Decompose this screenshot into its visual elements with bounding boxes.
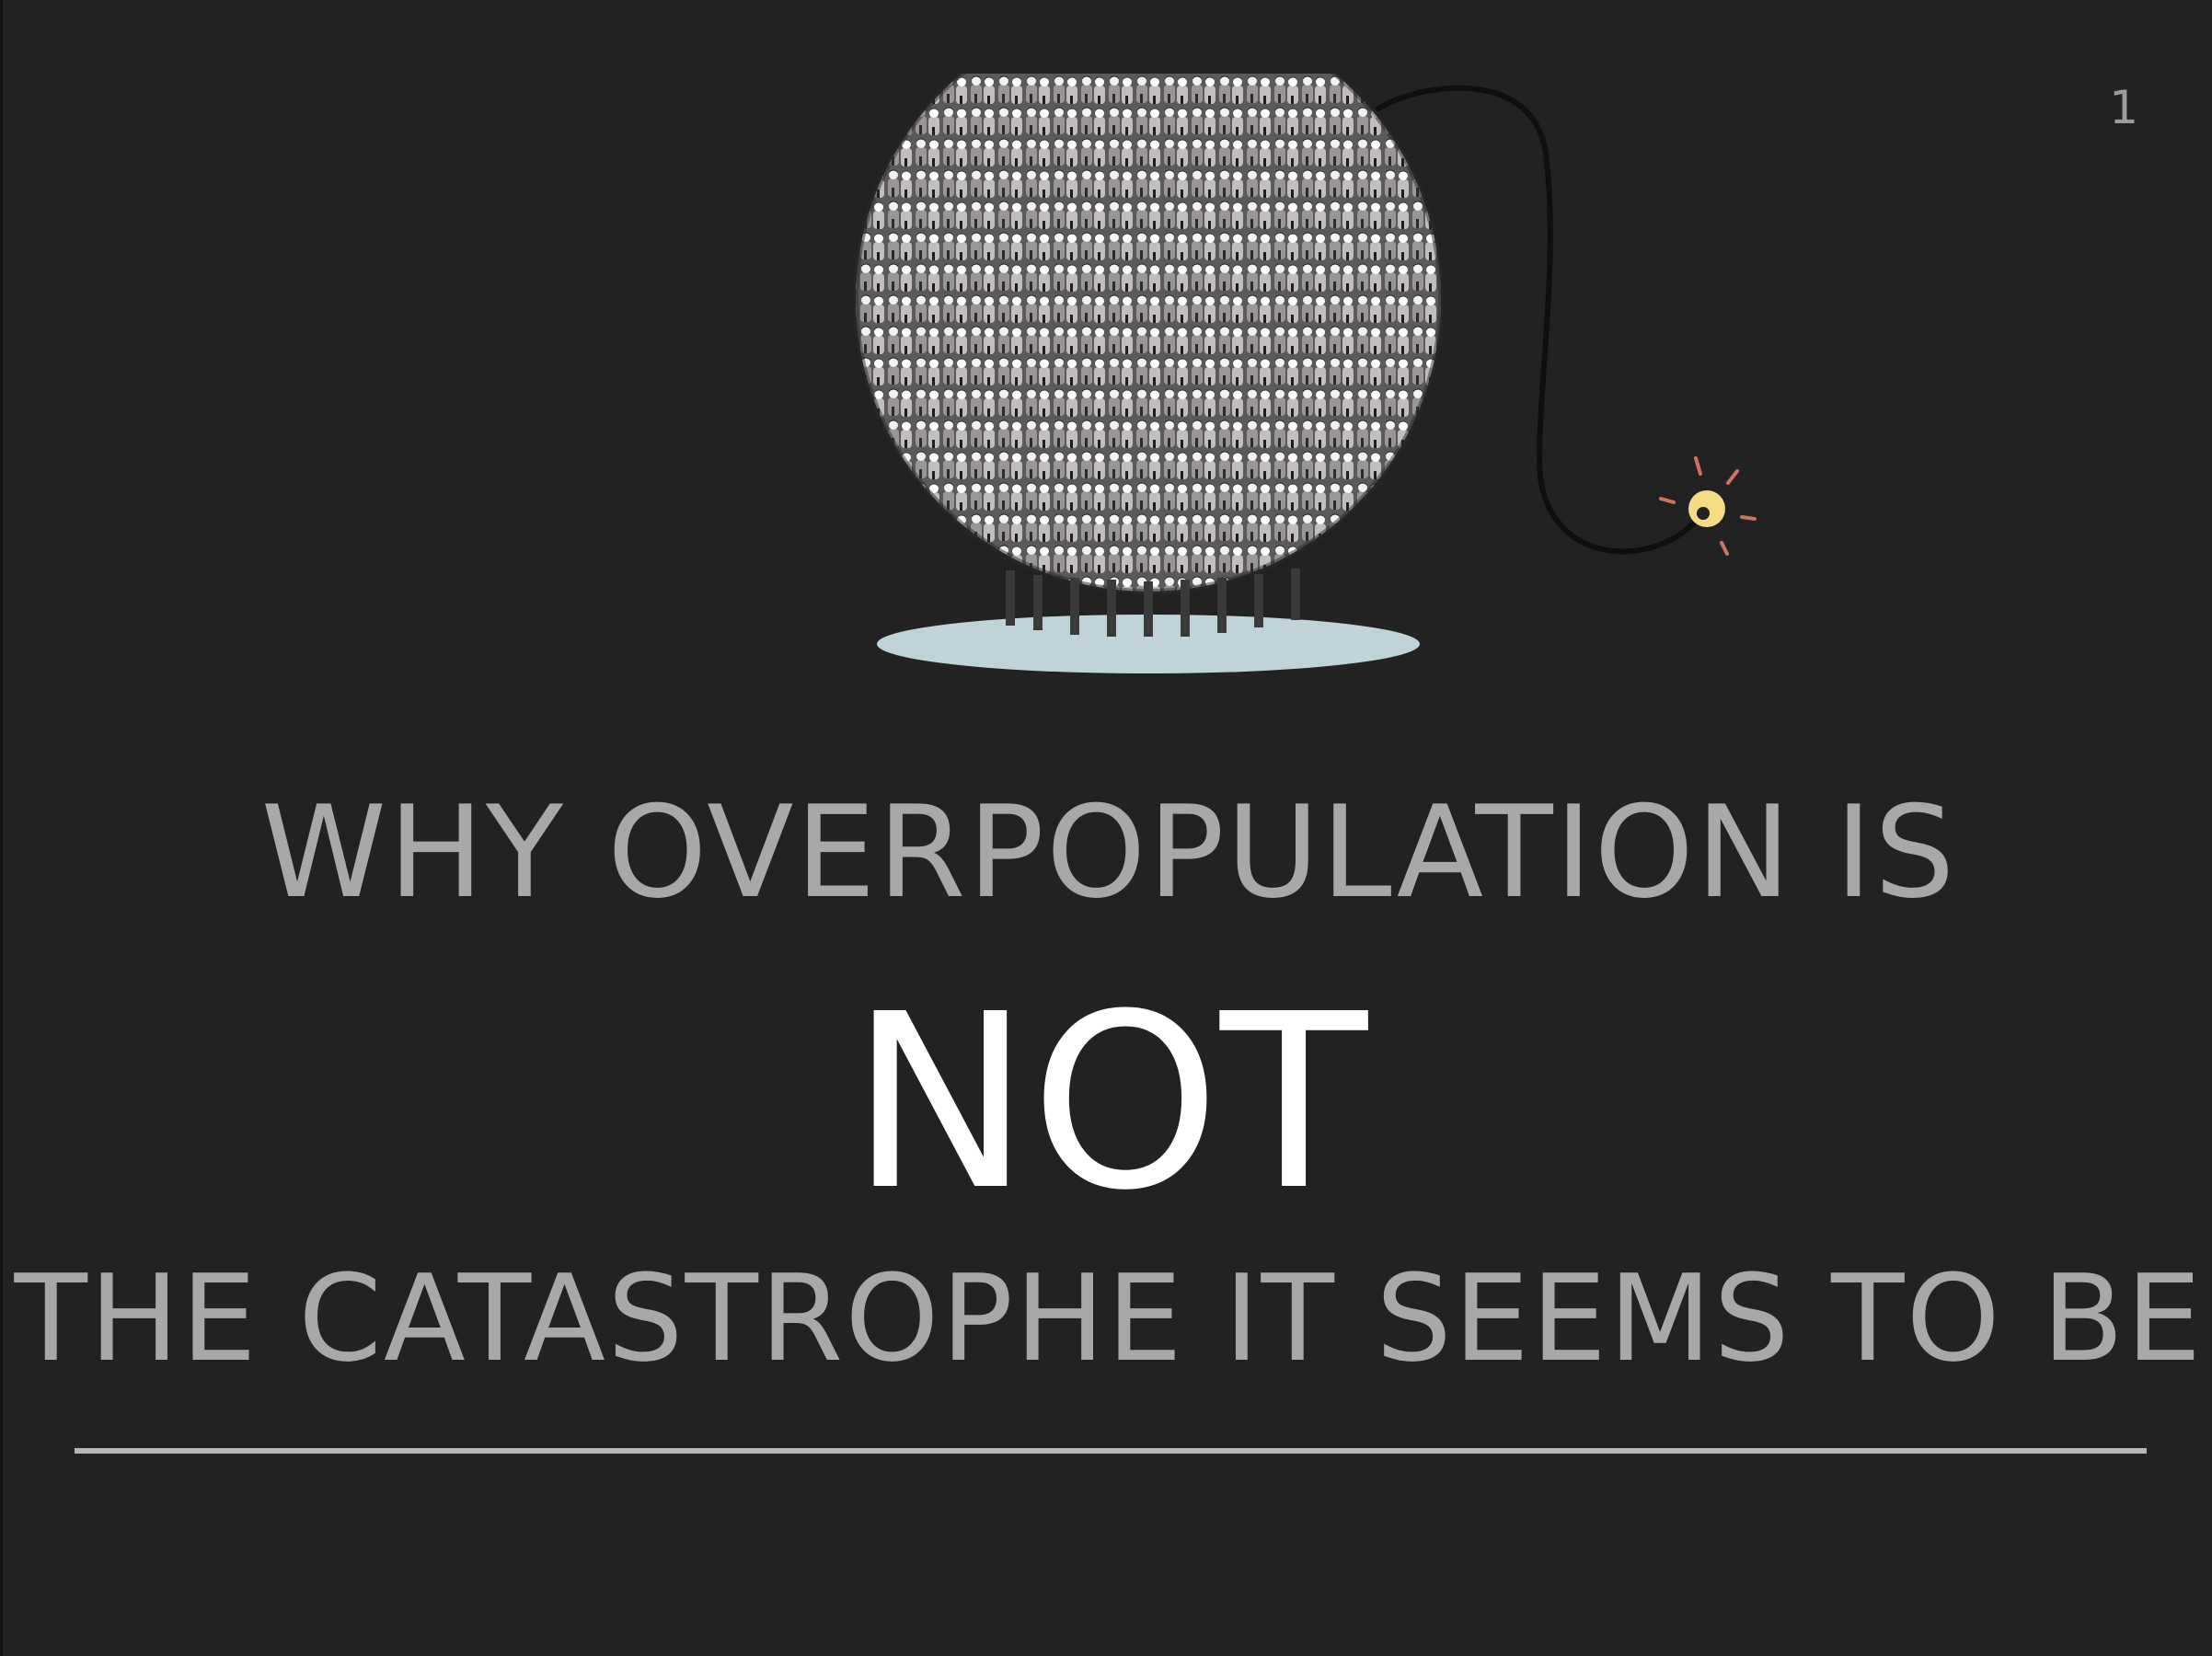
slide-number: 1 xyxy=(2109,81,2138,134)
title-emphasis: NOT xyxy=(849,962,1368,1243)
title-line-1: WHY OVERPOPULATION IS xyxy=(260,778,1957,926)
ground-shadow xyxy=(877,615,1420,673)
spark xyxy=(1659,456,1757,556)
crowd-bomb-illustration xyxy=(853,74,1757,673)
title-line-3: THE CATASTROPHE IT SEEMS TO BE xyxy=(14,1248,2204,1388)
crowd-sphere xyxy=(853,74,1444,637)
divider-rule xyxy=(75,1448,2147,1454)
fuse xyxy=(1376,85,1703,555)
